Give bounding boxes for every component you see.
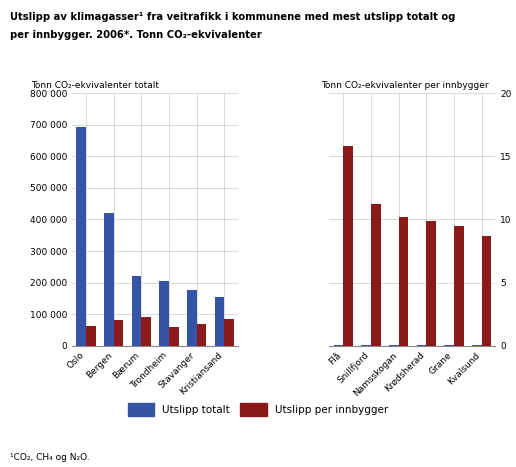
Bar [426,221,436,346]
Bar [159,281,169,346]
Bar [132,276,141,346]
Text: Tonn CO₂-ekvivalenter per innbygger: Tonn CO₂-ekvivalenter per innbygger [321,81,489,90]
Text: ¹CO₂, CH₄ og N₂O.: ¹CO₂, CH₄ og N₂O. [10,453,90,462]
Text: per innbygger. 2006*. Tonn CO₂-ekvivalenter: per innbygger. 2006*. Tonn CO₂-ekvivalen… [10,30,262,40]
Bar [197,325,206,346]
Bar [343,146,353,346]
Bar [481,236,491,346]
Bar [104,212,114,346]
Bar [215,297,224,346]
Bar [169,327,179,346]
Bar [398,217,408,346]
Bar [141,317,151,346]
Text: Tonn CO₂-ekvivalenter totalt: Tonn CO₂-ekvivalenter totalt [31,81,159,90]
Bar [86,326,96,346]
Bar [187,290,197,346]
Text: Utslipp av klimagasser¹ fra veitrafikk i kommunene med mest utslipp totalt og: Utslipp av klimagasser¹ fra veitrafikk i… [10,12,456,21]
Bar [224,319,234,346]
Bar [114,320,123,346]
Legend: Utslipp totalt, Utslipp per innbygger: Utslipp totalt, Utslipp per innbygger [124,399,392,420]
Bar [454,226,463,346]
Bar [76,127,86,346]
Bar [371,205,381,346]
